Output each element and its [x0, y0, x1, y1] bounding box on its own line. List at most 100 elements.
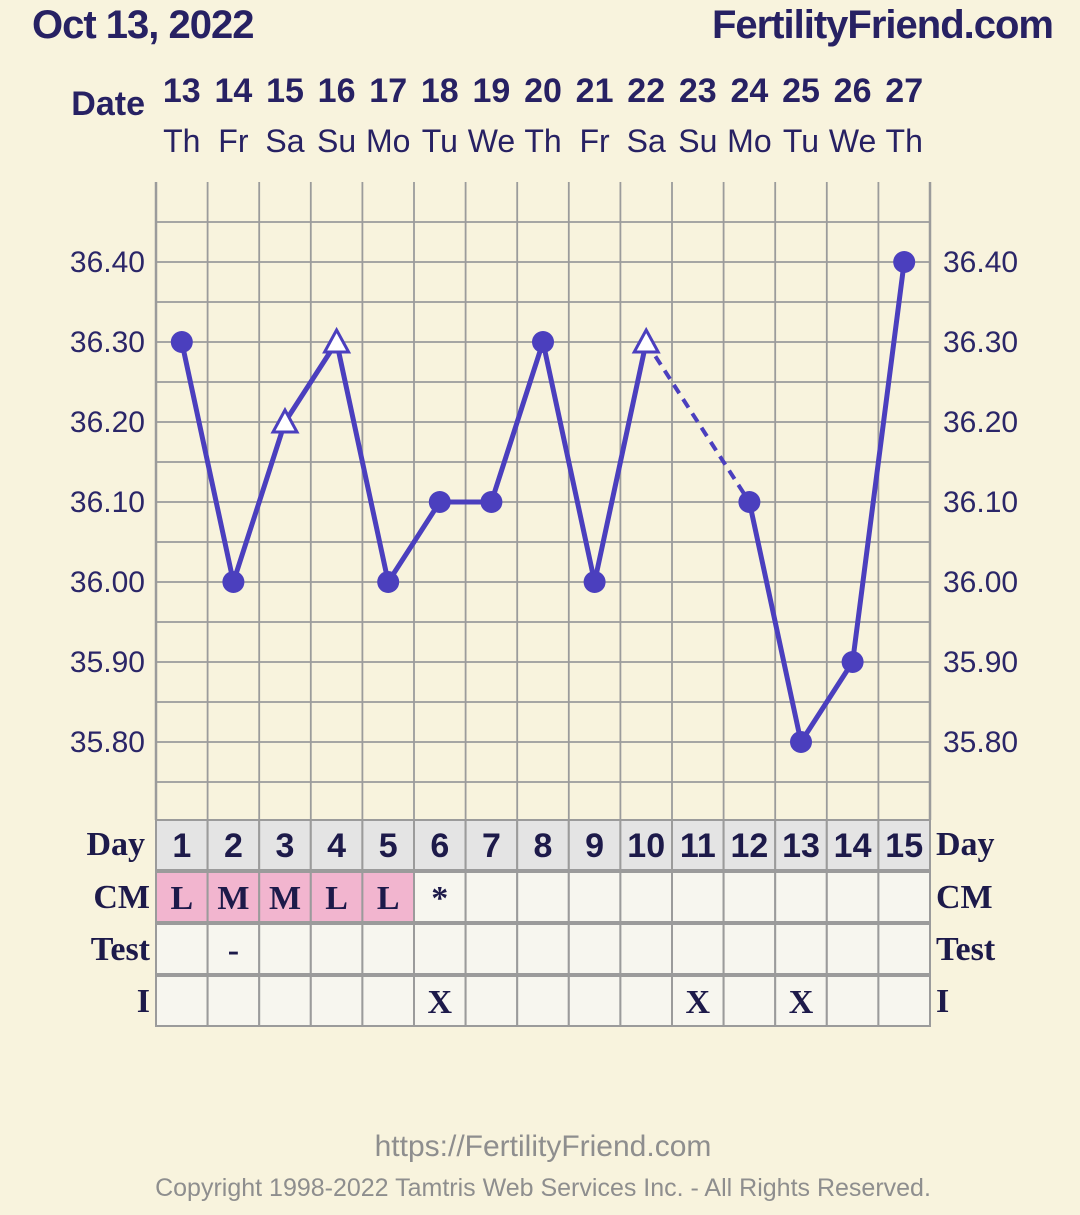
- table-cell-i: [516, 975, 570, 1027]
- table-value-i: X: [686, 984, 711, 1021]
- table-value-days: 10: [627, 827, 665, 865]
- table-cell-cm: [825, 871, 880, 923]
- weekday-label: Fr: [218, 123, 249, 159]
- table-cell-i: [619, 975, 674, 1027]
- temp-point: [480, 491, 503, 513]
- table-value-cm: M: [217, 880, 249, 917]
- weekday-label: We: [829, 123, 876, 159]
- series-line: [746, 499, 804, 745]
- test-row-label: Test: [91, 931, 151, 968]
- weekday-label: Tu: [422, 123, 458, 159]
- chart-grid: [154, 182, 932, 820]
- table-value-cm: M: [269, 880, 301, 917]
- date-number: 27: [885, 72, 923, 110]
- table-cell-test: [464, 923, 519, 975]
- temp-point: [738, 491, 761, 513]
- weekday-label: Su: [678, 123, 717, 159]
- table-value-days: 12: [730, 827, 768, 865]
- temp-point: [532, 331, 554, 353]
- table-value-days: 13: [782, 827, 820, 865]
- weekday-label: Th: [886, 123, 923, 159]
- table-cell-test: [671, 923, 725, 975]
- cm-row-label-right: CM: [936, 879, 993, 916]
- table-value-i: X: [428, 984, 453, 1021]
- series-line: [592, 339, 649, 585]
- y-tick-label-left: 36.40: [70, 246, 145, 279]
- table-value-cm: L: [170, 880, 193, 917]
- table-cell-cm: [877, 871, 932, 923]
- table-cell-test: [516, 923, 570, 975]
- table-cell-test: [825, 923, 880, 975]
- table-cell-test: [619, 923, 674, 975]
- temp-point: [841, 651, 864, 673]
- series-line: [798, 659, 856, 745]
- date-number: 19: [472, 72, 510, 110]
- table-cell-i: [825, 975, 880, 1027]
- y-tick-label-right: 35.80: [943, 726, 1018, 759]
- table-value-days: 4: [327, 827, 346, 865]
- table-value-days: 9: [585, 827, 604, 865]
- weekday-label: Fr: [579, 123, 610, 159]
- table-cell-i: [774, 975, 828, 1027]
- table-cell-i: [413, 975, 467, 1027]
- table-cell-test: [258, 923, 312, 975]
- weekday-label: Tu: [783, 123, 819, 159]
- table-cell-test: [361, 923, 415, 975]
- table-cell-test: [413, 923, 467, 975]
- table-cell-days: [413, 819, 467, 871]
- table-cell-cm: [516, 871, 570, 923]
- i-row-label: I: [137, 983, 150, 1020]
- table-cell-i: [206, 975, 261, 1027]
- table-cell-i: [464, 975, 519, 1027]
- date-number: 22: [627, 72, 665, 110]
- table-cell-i: [155, 975, 209, 1027]
- y-axis: 35.80 35.80 35.90 35.90 36.00 36.00 36.10 36.10…: [70, 246, 1018, 759]
- series-line: [488, 339, 546, 505]
- series-line: [179, 339, 236, 585]
- date-number: 24: [730, 72, 768, 110]
- temp-point: [170, 331, 193, 353]
- table-cell-test: [309, 923, 364, 975]
- data-table: Day Day CM CM Test Test I I 1 2 3 4 5 6 7 8 9 10 1…: [86, 819, 996, 1027]
- date-number: 21: [576, 72, 614, 110]
- weekday-label: Th: [524, 123, 561, 159]
- table-cell-test: [877, 923, 932, 975]
- date-number: 18: [421, 72, 459, 110]
- table-cell-days: [361, 819, 415, 871]
- table-value-days: 1: [172, 827, 191, 865]
- footer-url: https://FertilityFriend.com: [375, 1130, 712, 1163]
- temperature-series: [170, 251, 916, 753]
- table-value-days: 14: [834, 827, 872, 865]
- y-tick-label-left: 35.90: [70, 646, 145, 679]
- table-cell-i: [309, 975, 364, 1027]
- y-tick-label-left: 36.30: [70, 326, 145, 359]
- table-cell-days: [155, 819, 209, 871]
- day-row-label: Day: [86, 826, 145, 863]
- table-cell-cm: [258, 871, 312, 923]
- table-cell-test: [774, 923, 828, 975]
- series-line: [540, 339, 598, 585]
- table-value-days: 15: [885, 827, 923, 865]
- table-cell-days: [619, 819, 674, 871]
- table-cell-i: [361, 975, 415, 1027]
- table-cell-cm: [722, 871, 777, 923]
- table-value-days: 7: [482, 827, 501, 865]
- table-value-i: X: [789, 984, 814, 1021]
- date-number: 20: [524, 72, 562, 110]
- date-number: 23: [679, 72, 717, 110]
- series-line: [230, 419, 288, 585]
- y-tick-label-left: 36.00: [70, 566, 145, 599]
- y-tick-label-right: 36.30: [943, 326, 1018, 359]
- table-cell-days: [258, 819, 312, 871]
- table-cell-test: [206, 923, 261, 975]
- temp-point: [893, 251, 916, 273]
- chart-date-title: Oct 13, 2022: [32, 3, 254, 47]
- table-cell-i: [258, 975, 312, 1027]
- table-cell-cm: [774, 871, 828, 923]
- weekday-label: We: [468, 123, 515, 159]
- date-number: 13: [163, 72, 201, 110]
- table-cell-i: [671, 975, 725, 1027]
- series-line: [282, 339, 340, 425]
- table-cell-days: [825, 819, 880, 871]
